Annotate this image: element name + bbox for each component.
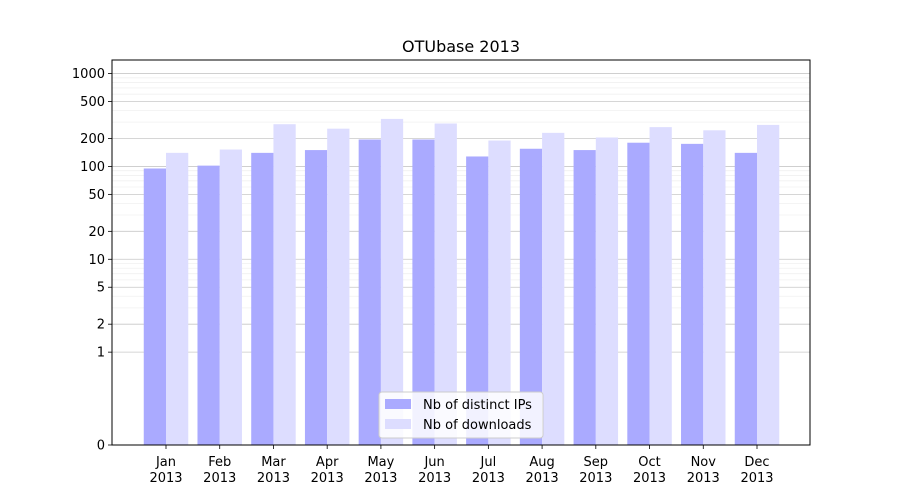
bar-distinct-ips (358, 139, 381, 446)
x-tick-label: May (367, 455, 394, 470)
x-tick-label: 2013 (149, 471, 182, 486)
x-tick-label: Nov (691, 455, 717, 470)
y-tick-label: 20 (88, 225, 105, 240)
x-tick-label: Oct (638, 455, 660, 470)
x-tick-label: Dec (744, 455, 769, 470)
y-tick-label: 1 (97, 346, 105, 361)
legend-swatch (385, 419, 411, 429)
bar-distinct-ips (681, 143, 704, 445)
bar-downloads (434, 123, 457, 445)
bar-distinct-ips (627, 142, 650, 445)
y-tick-label: 1000 (72, 67, 105, 82)
x-tick-label: Sep (584, 455, 609, 470)
x-tick-label: Apr (316, 455, 339, 470)
x-tick-label: 2013 (418, 471, 451, 486)
x-tick-label: 2013 (526, 471, 559, 486)
bar-distinct-ips (143, 168, 166, 446)
x-tick-label: 2013 (633, 471, 666, 486)
bar-downloads (542, 132, 565, 445)
x-tick-label: Aug (529, 455, 554, 470)
bar-distinct-ips (412, 139, 435, 446)
y-tick-label: 10 (88, 253, 105, 268)
bar-downloads (327, 128, 350, 445)
bar-distinct-ips (573, 150, 596, 445)
x-tick-label: 2013 (311, 471, 344, 486)
x-tick-label: Mar (261, 455, 286, 470)
y-tick-label: 100 (80, 160, 105, 175)
x-tick-label: Jul (480, 455, 497, 470)
y-tick-label: 5 (97, 281, 105, 296)
bar-downloads (703, 130, 726, 445)
bar-distinct-ips (251, 152, 274, 445)
plot-frame (111, 59, 811, 446)
legend-label: Nb of distinct IPs (423, 398, 532, 413)
x-tick-label: Jun (423, 455, 444, 470)
x-tick-label: 2013 (687, 471, 720, 486)
bars-layer (143, 118, 780, 446)
legend-label: Nb of downloads (423, 418, 532, 433)
bar-downloads (649, 127, 672, 446)
x-tick-label: 2013 (203, 471, 236, 486)
legend-box (378, 391, 544, 439)
x-tick-label: 2013 (364, 471, 397, 486)
bar-distinct-ips (304, 150, 328, 445)
bar-downloads (219, 149, 242, 445)
y-tick-label: 200 (80, 132, 105, 147)
y-tick-label: 0 (97, 439, 105, 454)
x-tick-label: 2013 (740, 471, 773, 486)
y-tick-label: 500 (80, 95, 105, 110)
x-tick-label: 2013 (472, 471, 505, 486)
bar-downloads (595, 137, 619, 445)
x-tick-label: 2013 (579, 471, 612, 486)
x-tick-label: 2013 (257, 471, 290, 486)
bar-downloads (488, 140, 511, 445)
bar-downloads (166, 152, 189, 445)
bar-downloads (273, 124, 296, 445)
y-tick-label: 2 (97, 318, 105, 333)
legend-swatch (385, 399, 411, 409)
chart-title: OTUbase 2013 (402, 37, 520, 56)
bar-distinct-ips (197, 165, 220, 446)
bar-downloads (380, 118, 404, 445)
axes-layer: 01251020501002005001000Jan2013Feb2013Mar… (72, 59, 811, 486)
x-tick-label: Feb (208, 455, 231, 470)
bar-distinct-ips (734, 152, 757, 445)
y-tick-label: 50 (88, 188, 105, 203)
bar-downloads (757, 124, 780, 446)
x-tick-label: Jan (155, 455, 176, 470)
bar-distinct-ips (519, 148, 543, 446)
legend: Nb of distinct IPs Nb of downloads (378, 391, 544, 439)
bar-distinct-ips (466, 156, 489, 445)
